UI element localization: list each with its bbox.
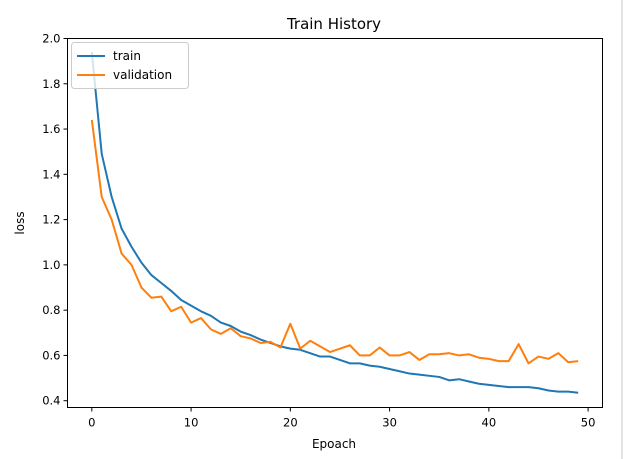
y-tick-label: 0.8 bbox=[42, 303, 60, 317]
y-axis-label: loss bbox=[13, 211, 27, 234]
legend: train validation bbox=[71, 42, 189, 89]
ticks-layer: 0 10 20 30 40 50 0.4 0.6 0.8 1.0 1.2 1.4 1.6 1.8 2.0 bbox=[42, 32, 595, 430]
legend-box bbox=[71, 42, 189, 89]
series-line-train bbox=[90, 51, 579, 394]
y-tick-label: 1.6 bbox=[42, 122, 60, 136]
y-tick-label: 2.0 bbox=[42, 32, 60, 46]
plot-frame bbox=[67, 38, 603, 408]
y-tick-label: 1.2 bbox=[42, 213, 60, 227]
x-tick-label: 10 bbox=[184, 416, 199, 430]
x-tick-label: 50 bbox=[581, 416, 596, 430]
y-tick-label: 0.6 bbox=[42, 348, 60, 362]
y-tick-label: 1.4 bbox=[42, 167, 60, 181]
x-axis-label: Epoach bbox=[312, 437, 356, 451]
legend-label-validation: validation bbox=[113, 68, 172, 82]
x-tick-label: 30 bbox=[382, 416, 397, 430]
x-tick-label: 0 bbox=[88, 416, 95, 430]
chart-title: Train History bbox=[286, 15, 381, 33]
plot-area bbox=[67, 38, 603, 408]
series-line-validation bbox=[90, 119, 579, 365]
x-tick-label: 40 bbox=[482, 416, 497, 430]
legend-label-train: train bbox=[113, 49, 141, 63]
y-tick-label: 0.4 bbox=[42, 394, 60, 408]
y-tick-label: 1.0 bbox=[42, 258, 60, 272]
x-tick-label: 20 bbox=[283, 416, 298, 430]
series-layer bbox=[90, 51, 579, 394]
y-tick-label: 1.8 bbox=[42, 77, 60, 91]
